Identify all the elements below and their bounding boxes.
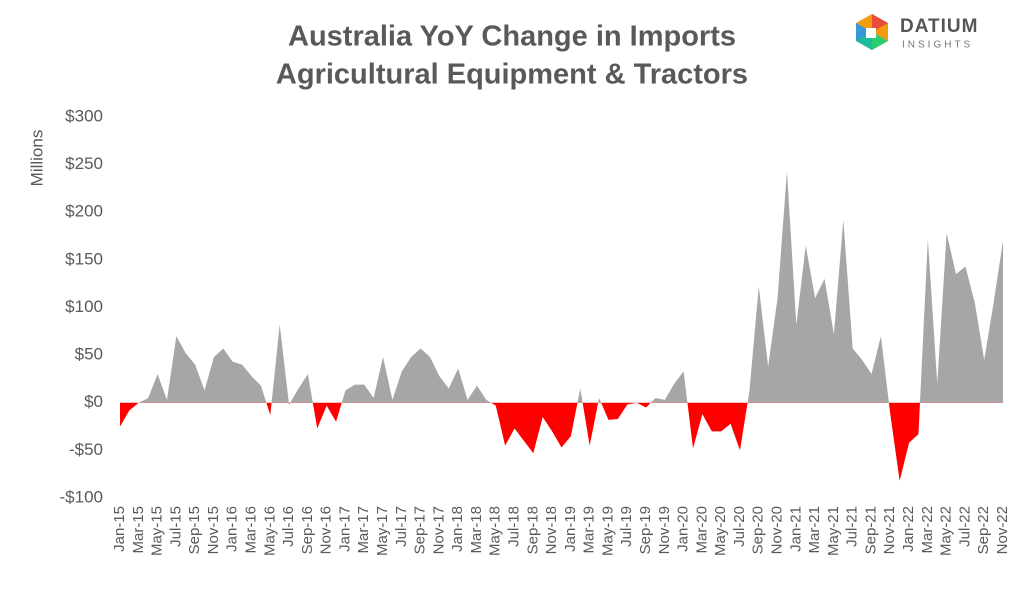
x-tick-label: Jul-21 [844,506,861,547]
x-tick-label: Nov-16 [318,506,335,554]
x-tick-label: May-15 [149,506,166,556]
logo-icon [866,28,876,38]
logo: DATIUM INSIGHTS [856,14,978,51]
chart-subtitle: Agricultural Equipment & Tractors [276,59,748,91]
x-tick-label: Mar-20 [693,506,710,554]
x-tick-label: Nov-15 [205,506,222,554]
y-tick-label: -$100 [60,487,103,506]
x-tick-label: Jul-19 [618,506,635,547]
x-tick-label: Sep-15 [186,506,203,554]
x-tick-label: Sep-20 [750,506,767,554]
x-tick-label: Mar-15 [130,506,147,554]
logo-icon [856,23,872,41]
x-tick-label: Nov-20 [769,506,786,554]
x-tick-label: Mar-19 [581,506,598,554]
x-tick-label: Jul-18 [506,506,523,547]
x-tick-label: Mar-21 [806,506,823,554]
y-tick-label: $150 [65,249,103,268]
x-tick-label: Jul-17 [393,506,410,547]
chart-title: Australia YoY Change in Imports [288,21,736,53]
x-tick-label: Sep-22 [975,506,992,554]
x-tick-label: Sep-18 [524,506,541,554]
x-tick-label: Jul-15 [167,506,184,547]
area [120,171,1003,481]
x-tick-label: Jan-15 [111,506,128,552]
y-axis-label: Millions [27,130,46,187]
x-tick-label: Jan-18 [449,506,466,552]
x-tick-label: Jan-20 [675,506,692,552]
y-tick-label: -$50 [69,440,103,459]
y-tick-label: $200 [65,202,103,221]
x-tick-label: Nov-18 [543,506,560,554]
x-tick-label: Sep-19 [637,506,654,554]
x-tick-label: Jul-20 [731,506,748,547]
x-tick-label: Jan-17 [336,506,353,552]
x-tick-label: Sep-17 [412,506,429,554]
logo-tagline: INSIGHTS [902,40,973,51]
x-tick-label: Jul-16 [280,506,297,547]
y-tick-label: $300 [65,106,103,125]
logo-icon [872,14,888,32]
x-tick-label: May-20 [712,506,729,556]
x-tick-label: Nov-21 [881,506,898,554]
y-tick-label: $0 [84,392,103,411]
x-tick-label: May-19 [599,506,616,556]
x-tick-label: May-17 [374,506,391,556]
x-tick-label: Nov-22 [994,506,1011,554]
x-tick-label: Mar-17 [355,506,372,554]
logo-name: DATIUM [900,16,978,37]
y-tick-label: $250 [65,154,103,173]
y-tick-label: $50 [75,345,103,364]
x-tick-label: Mar-18 [468,506,485,554]
x-tick-label: May-22 [938,506,955,556]
x-tick-label: Nov-19 [656,506,673,554]
x-tick-label: May-18 [487,506,504,556]
x-tick-label: Mar-16 [242,506,259,554]
x-tick-label: May-16 [261,506,278,556]
x-tick-label: Jan-19 [562,506,579,552]
x-tick-label: Nov-17 [430,506,447,554]
x-tick-label: Mar-22 [919,506,936,554]
y-tick-label: $100 [65,297,103,316]
x-tick-label: Jul-22 [956,506,973,547]
x-tick-label: Sep-21 [862,506,879,554]
x-tick-label: May-21 [825,506,842,556]
x-tick-label: Jan-21 [787,506,804,552]
x-tick-label: Sep-16 [299,506,316,554]
x-tick-label: Jan-16 [224,506,241,552]
x-tick-label: Jan-22 [900,506,917,552]
